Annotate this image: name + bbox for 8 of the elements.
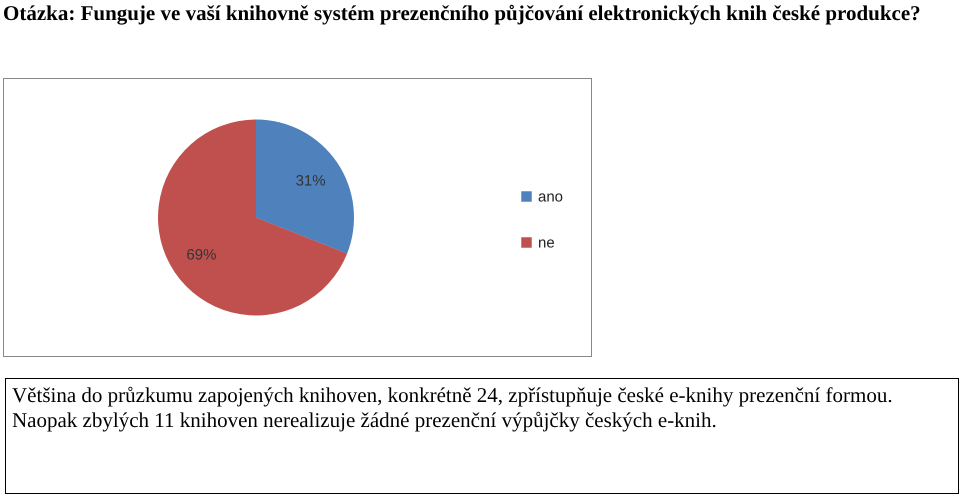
data-label: 69% — [186, 246, 216, 264]
pie-slice — [256, 120, 354, 254]
chart-title: Otázka: Funguje ve vaší knihovně systém prezenčního půjčování elektronických knih české produkce? — [3, 0, 922, 26]
legend-label: ne — [538, 234, 555, 252]
data-label: 31% — [296, 172, 326, 190]
pie-slice — [158, 120, 348, 316]
text: Většina do průzkumu zapojených knihoven, konkrétně 24, zpřístupňuje české e-knihy prezenční formou. Naopak zbylých 11 knihoven nerealizuje žádné prezenční výpůjčky českých e-knih. — [5, 378, 959, 494]
legend-label: ano — [538, 188, 564, 206]
